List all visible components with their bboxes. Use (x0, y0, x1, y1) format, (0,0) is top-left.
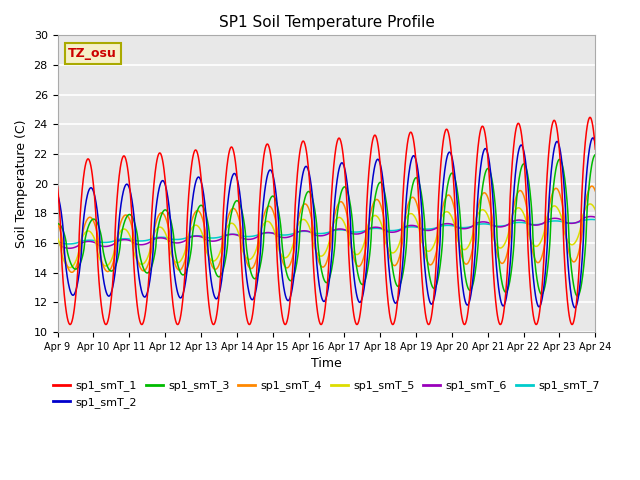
sp1_smT_6 (54, 241, 61, 247)
sp1_smT_4 (68, 269, 76, 275)
sp1_smT_3 (591, 152, 599, 157)
sp1_smT_5 (481, 207, 488, 213)
sp1_smT_2 (589, 135, 596, 141)
sp1_smT_3 (527, 204, 535, 210)
sp1_smT_2 (480, 147, 488, 153)
X-axis label: Time: Time (311, 357, 342, 370)
Line: sp1_smT_4: sp1_smT_4 (58, 186, 595, 272)
Line: sp1_smT_7: sp1_smT_7 (58, 219, 595, 244)
sp1_smT_1 (481, 127, 488, 133)
sp1_smT_7 (410, 224, 418, 230)
Y-axis label: Soil Temperature (C): Soil Temperature (C) (15, 120, 28, 248)
sp1_smT_6 (65, 245, 73, 251)
sp1_smT_7 (173, 237, 181, 242)
sp1_smT_2 (571, 305, 579, 311)
sp1_smT_6 (173, 240, 181, 246)
sp1_smT_4 (161, 212, 168, 218)
sp1_smT_5 (66, 264, 74, 270)
sp1_smT_6 (481, 219, 488, 225)
sp1_smT_1 (586, 114, 594, 120)
sp1_smT_7 (65, 241, 72, 247)
sp1_smT_1 (410, 141, 418, 146)
sp1_smT_3 (573, 293, 581, 299)
sp1_smT_1 (389, 322, 397, 327)
Title: SP1 Soil Temperature Profile: SP1 Soil Temperature Profile (218, 15, 435, 30)
Line: sp1_smT_3: sp1_smT_3 (58, 155, 595, 296)
sp1_smT_5 (528, 240, 536, 245)
sp1_smT_6 (528, 222, 536, 228)
sp1_smT_3 (173, 259, 181, 265)
sp1_smT_6 (591, 214, 599, 220)
sp1_smT_3 (480, 176, 488, 181)
sp1_smT_3 (54, 221, 61, 227)
sp1_smT_6 (234, 232, 241, 238)
sp1_smT_1 (591, 146, 599, 152)
sp1_smT_2 (591, 141, 599, 146)
sp1_smT_1 (160, 167, 168, 173)
Line: sp1_smT_2: sp1_smT_2 (58, 138, 595, 308)
sp1_smT_6 (410, 223, 418, 228)
sp1_smT_5 (410, 213, 418, 219)
Text: TZ_osu: TZ_osu (68, 47, 117, 60)
sp1_smT_3 (410, 179, 417, 184)
sp1_smT_4 (410, 195, 418, 201)
Legend: sp1_smT_1, sp1_smT_2, sp1_smT_3, sp1_smT_4, sp1_smT_5, sp1_smT_6, sp1_smT_7: sp1_smT_1, sp1_smT_2, sp1_smT_3, sp1_smT… (49, 376, 604, 412)
sp1_smT_4 (54, 220, 61, 226)
sp1_smT_3 (160, 207, 168, 213)
sp1_smT_2 (527, 252, 535, 258)
sp1_smT_2 (410, 153, 417, 158)
sp1_smT_7 (588, 216, 595, 222)
sp1_smT_4 (234, 212, 241, 217)
Line: sp1_smT_6: sp1_smT_6 (58, 216, 595, 248)
sp1_smT_5 (54, 235, 61, 241)
sp1_smT_4 (481, 190, 488, 196)
sp1_smT_4 (588, 183, 596, 189)
sp1_smT_5 (591, 207, 599, 213)
sp1_smT_3 (234, 198, 241, 204)
sp1_smT_1 (173, 322, 181, 327)
sp1_smT_1 (234, 177, 241, 182)
sp1_smT_2 (173, 288, 181, 293)
sp1_smT_2 (160, 179, 168, 185)
sp1_smT_5 (161, 228, 168, 234)
sp1_smT_6 (161, 236, 168, 241)
sp1_smT_5 (173, 260, 181, 265)
sp1_smT_7 (591, 217, 599, 223)
sp1_smT_7 (54, 239, 61, 245)
sp1_smT_1 (54, 184, 61, 190)
Line: sp1_smT_1: sp1_smT_1 (58, 117, 595, 324)
sp1_smT_5 (234, 228, 241, 234)
sp1_smT_4 (173, 266, 181, 272)
sp1_smT_7 (161, 235, 168, 240)
sp1_smT_5 (586, 201, 594, 207)
sp1_smT_4 (528, 245, 536, 251)
sp1_smT_1 (528, 301, 536, 307)
sp1_smT_7 (234, 232, 241, 238)
sp1_smT_6 (587, 214, 595, 219)
sp1_smT_7 (481, 221, 488, 227)
sp1_smT_2 (54, 192, 61, 197)
sp1_smT_2 (234, 177, 241, 182)
sp1_smT_4 (591, 188, 599, 194)
Line: sp1_smT_5: sp1_smT_5 (58, 204, 595, 267)
sp1_smT_7 (528, 222, 536, 228)
